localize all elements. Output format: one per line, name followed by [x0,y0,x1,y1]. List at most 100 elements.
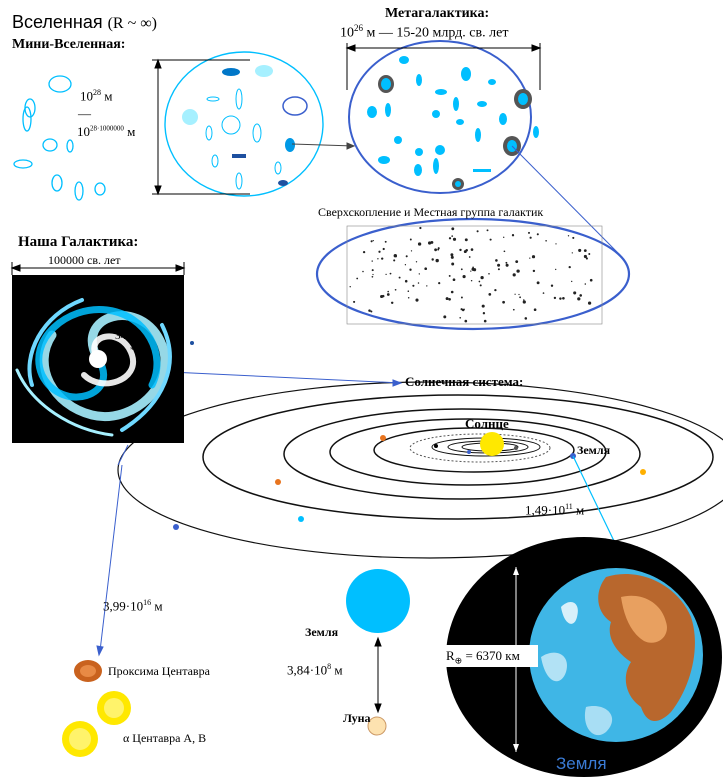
supercluster-galaxy-dot [562,297,565,300]
supercluster-galaxy-dot [410,250,413,252]
supercluster-galaxy-dot [417,242,422,246]
supercluster-galaxy-dot [524,317,528,320]
supercluster-galaxy-dot [378,250,381,253]
star-distance-base: 3,99·10 [103,598,144,614]
supercluster-title: Сверхскопление и Местная группа галактик [318,205,544,219]
supercluster-galaxy-dot [559,297,562,300]
supercluster-galaxy-dot [448,237,452,240]
meta-size-exp: 26 [354,23,363,33]
earth-moon-distance-unit: м [334,662,343,678]
star-distance-exp: 16 [143,598,152,607]
supercluster-galaxy-dot [519,296,521,299]
supercluster-galaxy-dot [502,300,505,304]
supercluster-galaxy-dot [529,236,532,239]
solar-earth-label: Земля [577,443,611,457]
supercluster-galaxy-dot [393,259,396,262]
supercluster-galaxy-dot [518,293,520,296]
metagalaxy-bracket [345,43,542,90]
supercluster-galaxy-dot [412,284,415,287]
supercluster-galaxy-dot [427,241,432,245]
metagalaxy-title: Метагалактика: [385,6,490,21]
mini-universe-dash: — [78,106,91,121]
supercluster-galaxy-dot [479,284,482,287]
supercluster-galaxy-dot [463,250,467,254]
supercluster-galaxy-dot [583,249,587,252]
supercluster-galaxy-dot [435,258,439,263]
supercluster-galaxy-dot [445,297,449,301]
earth-moon-distance: 3,84·108 м [287,662,343,678]
supercluster-galaxy-dot [390,301,394,305]
metagalaxy-circle [348,40,532,194]
supercluster-galaxy-dot [503,236,505,238]
supercluster-galaxy-dot [384,240,387,243]
supercluster-galaxy-dot [353,300,356,303]
supercluster-galaxy-dot [409,238,412,241]
big-earth-svg [444,537,722,777]
mini-universe-bubbles [13,75,106,201]
supercluster-galaxy-dot [438,282,441,285]
supercluster-galaxy-dot [459,248,462,252]
mini-universe-inner [182,65,308,190]
moon-label: Луна [343,711,371,725]
supercluster-galaxy-dot [583,254,587,259]
supercluster-galaxy-dot [470,248,474,251]
supercluster-galaxy-dot [472,268,475,271]
supercluster-galaxy-dot [385,273,387,276]
big-earth-caption: Земля [556,754,607,773]
supercluster-galaxy-dot [527,231,531,234]
supercluster-ellipse [315,217,631,331]
supercluster-galaxy-dot [450,255,454,259]
solar-planets [173,341,646,530]
universe-title: Вселенная (R ~ ∞) [12,12,157,33]
size-b-base: 10 [77,124,90,139]
supercluster-galaxy-dot [497,263,501,267]
supercluster-galaxy-dot [462,275,466,279]
supercluster-galaxy-dot [460,268,463,271]
supercluster-galaxy-dot [482,312,486,315]
supercluster-galaxy-dot [424,267,428,271]
supercluster-galaxy-dot [356,277,359,280]
supercluster-galaxy-dot [567,235,570,237]
supercluster-galaxy-dot [531,255,536,259]
supercluster-galaxy-dot [381,294,385,298]
supercluster-galaxy-dot [370,240,373,243]
size-a-base: 10 [80,88,93,104]
supercluster-galaxy-dot [486,229,489,232]
supercluster-galaxy-dot [451,262,455,266]
earth-moon-arrow [374,636,382,714]
star-distance: 3,99·1016 м [103,598,163,614]
supercluster-galaxy-dot [514,293,516,295]
alpha-centauri-label: α Центавра А, В [123,731,207,745]
star-distance-unit: м [154,598,163,614]
metagalaxy-galaxies [367,56,539,190]
supercluster-galaxy-dot [503,250,506,253]
supercluster-galaxy-dot [415,298,419,302]
supercluster-galaxy-dot [426,285,428,287]
supercluster-galaxy-dot [533,308,537,312]
arrow-mini-to-meta [291,142,356,150]
mini-universe-size-b: 1028·1000000 м [77,124,135,140]
big-earth-panel [444,537,722,777]
supercluster-galaxy-dot [450,253,454,257]
supercluster-galaxy-dot [488,293,492,296]
mini-universe-title: Мини-Вселенная: [12,37,126,52]
supercluster-galaxy-dot [578,248,582,252]
supercluster-galaxy-dot [483,319,487,323]
supercluster-galaxy-dot [448,274,451,277]
supercluster-galaxy-dot [589,278,593,282]
size-a-unit: м [104,88,113,104]
supercluster-dots [349,226,593,323]
universe-title-formula: (R ~ ∞) [107,15,157,32]
supercluster-galaxy-dot [362,270,364,273]
supercluster-galaxy-dot [579,294,582,297]
supercluster-galaxy-dot [542,292,545,294]
supercluster-galaxy-dot [452,278,456,282]
supercluster-galaxy-dot [516,269,520,273]
sun-label: Солнце [465,416,509,431]
solar-distance-base: 1,49·10 [525,502,566,518]
supercluster-galaxy-dot [553,296,557,300]
galaxy-size: 100000 св. лет [48,253,121,267]
mini-universe-size-a: 1028 м [80,88,112,104]
supercluster-galaxy-dot [555,268,557,271]
supercluster-galaxy-dot [512,273,516,277]
